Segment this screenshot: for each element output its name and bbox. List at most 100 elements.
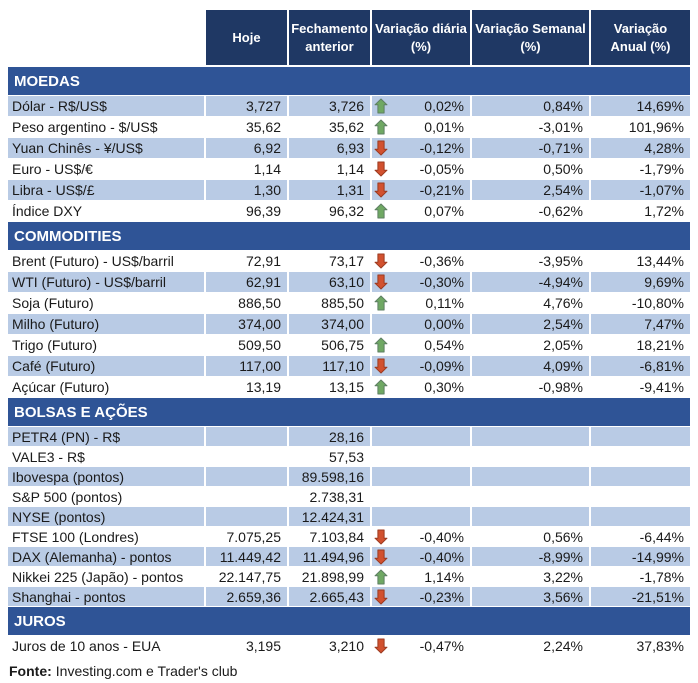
table-row: Euro - US$/€ 1,14 1,14 -0,05% 0,50% -1,79% xyxy=(8,159,690,179)
previous-close-value: 89.598,16 xyxy=(289,467,370,486)
table-row: Trigo (Futuro) 509,50 506,75 0,54% 2,05% 18,2… xyxy=(8,335,690,355)
row-label: Soja (Futuro) xyxy=(8,293,204,313)
table-row: Shanghai - pontos 2.659,36 2.665,43 -0,23% 3… xyxy=(8,587,690,606)
today-value: 35,62 xyxy=(206,117,287,137)
annual-change-value: -10,80% xyxy=(591,293,690,313)
previous-close-value: 96,32 xyxy=(289,201,370,221)
today-value: 1,14 xyxy=(206,159,287,179)
previous-close-value: 7.103,84 xyxy=(289,527,370,546)
previous-close-value: 117,10 xyxy=(289,356,370,376)
daily-change-value: -0,12% xyxy=(419,140,464,156)
daily-change-cell: 0,00% xyxy=(372,314,470,334)
daily-change-value: 0,00% xyxy=(424,316,464,332)
weekly-change-value: -0,62% xyxy=(472,201,589,221)
previous-close-value: 3,726 xyxy=(289,96,370,116)
table-row: WTI (Futuro) - US$/barril 62,91 63,10 -0,30… xyxy=(8,272,690,292)
up-arrow-icon xyxy=(374,379,388,395)
table-row: Soja (Futuro) 886,50 885,50 0,11% 4,76% -10,8… xyxy=(8,293,690,313)
today-value xyxy=(206,487,287,506)
daily-change-cell: -0,21% xyxy=(372,180,470,200)
daily-change-cell: -0,47% xyxy=(372,636,470,656)
daily-change-cell: -0,36% xyxy=(372,251,470,271)
column-header-hoje: Hoje xyxy=(206,10,287,65)
table-row: Açúcar (Futuro) 13,19 13,15 0,30% -0,98% -9,4… xyxy=(8,377,690,397)
row-label: VALE3 - R$ xyxy=(8,447,204,466)
weekly-change-value xyxy=(472,467,589,486)
weekly-change-value: -3,95% xyxy=(472,251,589,271)
daily-change-cell xyxy=(372,447,470,466)
daily-change-value: -0,05% xyxy=(419,161,464,177)
weekly-change-value: -0,71% xyxy=(472,138,589,158)
previous-close-value: 28,16 xyxy=(289,427,370,446)
today-value: 22.147,75 xyxy=(206,567,287,586)
daily-change-cell: -0,23% xyxy=(372,587,470,606)
row-label: FTSE 100 (Londres) xyxy=(8,527,204,546)
trend-arrow-placeholder xyxy=(374,316,388,332)
weekly-change-value: 0,50% xyxy=(472,159,589,179)
down-arrow-icon xyxy=(374,140,388,156)
annual-change-value: 18,21% xyxy=(591,335,690,355)
today-value: 11.449,42 xyxy=(206,547,287,566)
daily-change-cell xyxy=(372,507,470,526)
daily-change-value: 0,02% xyxy=(424,98,464,114)
trend-arrow-placeholder xyxy=(374,509,388,525)
today-value: 1,30 xyxy=(206,180,287,200)
daily-change-value: 1,14% xyxy=(424,568,464,585)
weekly-change-value: 2,05% xyxy=(472,335,589,355)
down-arrow-icon xyxy=(374,182,388,198)
up-arrow-icon xyxy=(374,119,388,135)
row-label: PETR4 (PN) - R$ xyxy=(8,427,204,446)
row-label: NYSE (pontos) xyxy=(8,507,204,526)
daily-change-value: -0,09% xyxy=(419,358,464,374)
annual-change-value: 37,83% xyxy=(591,636,690,656)
daily-change-cell: 0,54% xyxy=(372,335,470,355)
daily-change-value: 0,11% xyxy=(425,295,464,311)
daily-change-value: -0,36% xyxy=(419,253,464,269)
down-arrow-icon xyxy=(374,274,388,290)
source-note: Fonte: Investing.com e Trader's club xyxy=(8,663,690,679)
annual-change-value: 13,44% xyxy=(591,251,690,271)
previous-close-value: 21.898,99 xyxy=(289,567,370,586)
table-row: DAX (Alemanha) - pontos 11.449,42 11.494,9… xyxy=(8,547,690,566)
weekly-change-value: -8,99% xyxy=(472,547,589,566)
table-row: FTSE 100 (Londres) 7.075,25 7.103,84 -0,40%… xyxy=(8,527,690,546)
row-label: S&P 500 (pontos) xyxy=(8,487,204,506)
daily-change-value: -0,40% xyxy=(419,548,464,565)
section-header-juros: JUROS xyxy=(8,607,690,635)
table-row: Índice DXY 96,39 96,32 0,07% -0,62% 1,72% xyxy=(8,201,690,221)
section-header-bolsas-e-acoes: BOLSAS E AÇÕES xyxy=(8,398,690,426)
source-text: Investing.com e Trader's club xyxy=(55,663,238,679)
daily-change-cell: 0,07% xyxy=(372,201,470,221)
annual-change-value xyxy=(591,487,690,506)
daily-change-cell xyxy=(372,427,470,446)
weekly-change-value: 0,56% xyxy=(472,527,589,546)
column-header-fechamento: Fechamento anterior xyxy=(289,10,370,65)
today-value: 3,195 xyxy=(206,636,287,656)
annual-change-value xyxy=(591,427,690,446)
previous-close-value: 57,53 xyxy=(289,447,370,466)
up-arrow-icon xyxy=(374,569,388,585)
previous-close-value: 3,210 xyxy=(289,636,370,656)
down-arrow-icon xyxy=(374,253,388,269)
annual-change-value: 14,69% xyxy=(591,96,690,116)
row-label: Ibovespa (pontos) xyxy=(8,467,204,486)
row-label: Dólar - R$/US$ xyxy=(8,96,204,116)
weekly-change-value xyxy=(472,487,589,506)
table-row: Yuan Chinês - ¥/US$ 6,92 6,93 -0,12% -0,71% 4… xyxy=(8,138,690,158)
row-label: Índice DXY xyxy=(8,201,204,221)
daily-change-cell: -0,05% xyxy=(372,159,470,179)
weekly-change-value xyxy=(472,447,589,466)
today-value: 6,92 xyxy=(206,138,287,158)
table-row: Café (Futuro) 117,00 117,10 -0,09% 4,09% -6,8… xyxy=(8,356,690,376)
daily-change-value: 0,54% xyxy=(424,337,464,353)
daily-change-cell: 0,30% xyxy=(372,377,470,397)
annual-change-value: -21,51% xyxy=(591,587,690,606)
row-label: WTI (Futuro) - US$/barril xyxy=(8,272,204,292)
daily-change-value: -0,21% xyxy=(419,182,464,198)
annual-change-value: -6,81% xyxy=(591,356,690,376)
source-label: Fonte: xyxy=(9,663,52,679)
row-label: Brent (Futuro) - US$/barril xyxy=(8,251,204,271)
today-value: 13,19 xyxy=(206,377,287,397)
annual-change-value: 4,28% xyxy=(591,138,690,158)
previous-close-value: 2.665,43 xyxy=(289,587,370,606)
